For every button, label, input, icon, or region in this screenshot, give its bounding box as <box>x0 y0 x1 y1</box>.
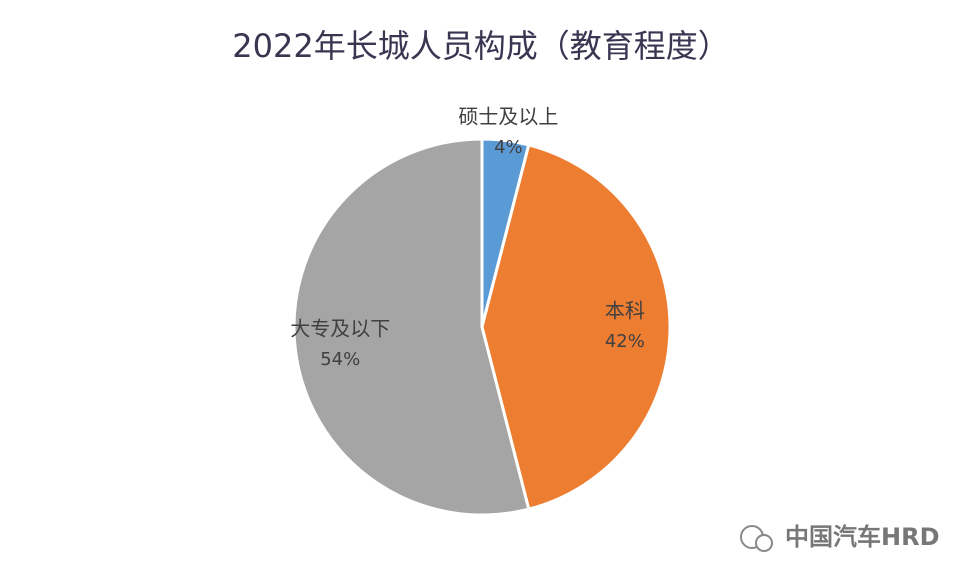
slice-label: 大专及以下 <box>290 316 390 340</box>
slice-label: 硕士及以上 <box>458 105 558 129</box>
watermark-icon <box>740 525 773 552</box>
slice-value-label: 4% <box>494 137 523 158</box>
slice-value-label: 42% <box>605 331 645 352</box>
slice-value-label: 54% <box>320 349 360 370</box>
slice-label: 本科 <box>605 299 645 323</box>
pie-slice <box>292 137 531 517</box>
pie-slice <box>480 143 672 511</box>
chart-title: 2022年长城人员构成（教育程度） <box>232 27 729 65</box>
watermark: 中国汽车HRD <box>785 523 940 551</box>
